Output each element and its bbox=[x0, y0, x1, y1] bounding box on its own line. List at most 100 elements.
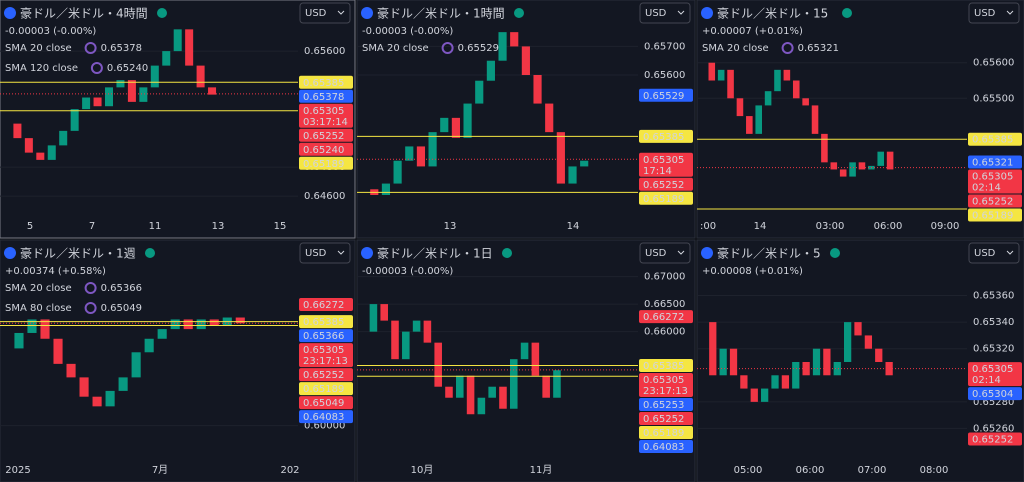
chart-panel: 0.656000.648000.646000.653850.653780.653… bbox=[0, 0, 356, 239]
price-tag bbox=[968, 362, 1022, 387]
candle bbox=[428, 132, 437, 167]
indicator-value: 0.65240 bbox=[107, 63, 148, 74]
candle bbox=[783, 69, 791, 81]
candle bbox=[533, 75, 542, 104]
indicator-icon[interactable] bbox=[441, 42, 454, 54]
x-tick-label: 05:00 bbox=[734, 465, 763, 476]
price-tag-label: 0.64083 bbox=[303, 412, 344, 423]
x-tick-label: 08:00 bbox=[920, 465, 949, 476]
indicator-icon[interactable] bbox=[781, 42, 794, 54]
candle bbox=[402, 331, 410, 360]
price-tag bbox=[299, 343, 353, 368]
indicator-name: SMA 20 close bbox=[5, 283, 72, 294]
indicator-icon[interactable] bbox=[84, 282, 97, 294]
candle bbox=[412, 320, 421, 332]
candle bbox=[717, 69, 725, 81]
candle bbox=[150, 65, 159, 88]
currency-label: USD bbox=[645, 8, 667, 19]
currency-button[interactable]: USD bbox=[968, 2, 1020, 24]
candle bbox=[47, 145, 56, 160]
candle bbox=[774, 69, 781, 92]
candle bbox=[93, 97, 102, 107]
currency-button[interactable]: USD bbox=[968, 242, 1020, 264]
candle bbox=[792, 80, 800, 99]
x-tick-label: 5 bbox=[27, 221, 33, 232]
price-tag bbox=[639, 177, 693, 191]
price-tag bbox=[299, 298, 353, 312]
candle bbox=[209, 319, 219, 326]
currency-button[interactable]: USD bbox=[639, 2, 691, 24]
price-tag bbox=[968, 432, 1022, 446]
candle bbox=[104, 87, 114, 107]
symbol-flag bbox=[4, 247, 16, 259]
y-tick-label: 0.66500 bbox=[644, 299, 685, 310]
price-tag-label: 0.65529 bbox=[643, 91, 684, 102]
indicator-value: 0.65049 bbox=[101, 303, 142, 314]
candle bbox=[740, 375, 748, 389]
price-tag-label: 0.65305 bbox=[972, 171, 1013, 182]
indicator-icon[interactable] bbox=[84, 302, 97, 314]
candle bbox=[196, 319, 206, 330]
price-change: +0.00008 (+0.01%) bbox=[702, 266, 803, 277]
candle bbox=[82, 97, 91, 110]
panel-title: 豪ドル／米ドル・15 bbox=[717, 6, 828, 21]
price-tag bbox=[639, 373, 693, 398]
candle bbox=[144, 338, 154, 353]
candle bbox=[568, 166, 577, 184]
candle bbox=[746, 116, 753, 134]
price-tag bbox=[639, 129, 693, 143]
price-tag bbox=[299, 410, 353, 424]
candle bbox=[475, 80, 484, 104]
candle bbox=[416, 146, 426, 167]
candle bbox=[59, 130, 68, 146]
countdown: 02:14 bbox=[972, 375, 1001, 386]
candle bbox=[864, 335, 873, 349]
panel-title: 豪ドル／米ドル・1週 bbox=[20, 246, 136, 261]
price-tag bbox=[639, 152, 693, 177]
x-tick-label: 7月 bbox=[152, 464, 168, 476]
candle bbox=[139, 87, 148, 102]
y-tick-label: 0.65360 bbox=[973, 291, 1014, 302]
countdown: 23:17:13 bbox=[643, 386, 688, 397]
candle bbox=[556, 132, 565, 184]
currency-button[interactable]: USD bbox=[639, 242, 691, 264]
price-tag bbox=[299, 103, 353, 128]
y-tick-label: 0.65320 bbox=[973, 344, 1014, 355]
candle bbox=[40, 319, 50, 339]
candle bbox=[66, 363, 76, 378]
symbol-flag bbox=[4, 7, 16, 19]
candle bbox=[802, 361, 810, 376]
candle bbox=[531, 342, 540, 376]
indicator-icon[interactable] bbox=[90, 62, 103, 74]
price-tag bbox=[968, 208, 1022, 222]
currency-button[interactable]: USD bbox=[299, 242, 351, 264]
indicator-name: SMA 80 close bbox=[5, 303, 72, 314]
price-tag-label: 0.66272 bbox=[643, 312, 684, 323]
currency-label: USD bbox=[645, 248, 667, 259]
candle bbox=[477, 397, 486, 415]
candle bbox=[79, 377, 89, 397]
x-tick-label: 07:00 bbox=[858, 465, 887, 476]
price-tag bbox=[639, 412, 693, 426]
candle bbox=[729, 348, 738, 376]
candle bbox=[520, 342, 529, 360]
candle bbox=[858, 162, 866, 170]
price-tag bbox=[968, 132, 1022, 146]
y-tick-label: 0.65700 bbox=[644, 41, 685, 52]
price-tag-label: 0.65385 bbox=[303, 317, 344, 328]
candle bbox=[391, 320, 399, 360]
currency-button[interactable]: USD bbox=[299, 2, 351, 24]
candle bbox=[833, 361, 841, 376]
candle bbox=[510, 32, 519, 47]
price-tag-label: 0.65366 bbox=[303, 331, 344, 342]
dropdown-arrow bbox=[677, 250, 685, 255]
candle bbox=[771, 375, 779, 389]
y-tick-label: 0.67000 bbox=[644, 272, 685, 283]
candle bbox=[764, 91, 772, 106]
button-bg bbox=[968, 242, 1020, 264]
y-tick-label: 0.60000 bbox=[304, 421, 345, 432]
indicator-icon[interactable] bbox=[84, 42, 97, 54]
price-tag-label: 0.65385 bbox=[643, 361, 684, 372]
candle bbox=[781, 375, 790, 389]
